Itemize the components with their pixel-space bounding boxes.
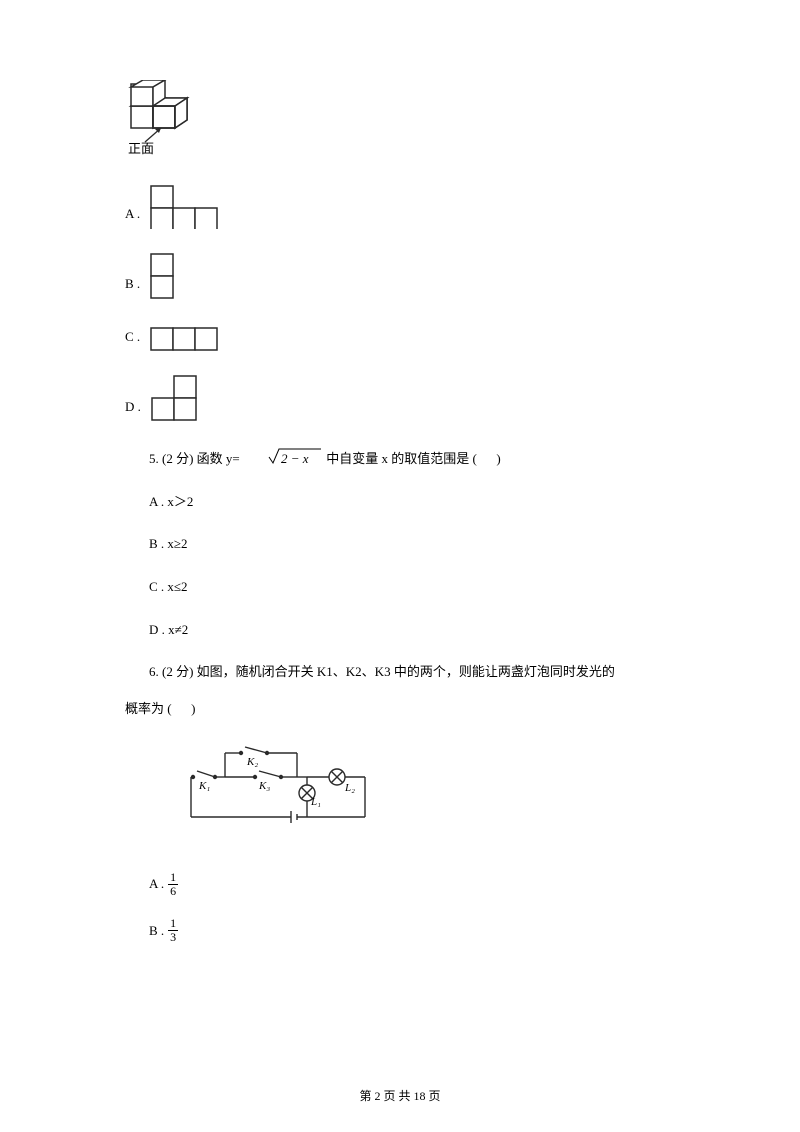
q5-option-a: A . x＞2 bbox=[125, 488, 675, 517]
q5-after: 中自变量 x 的取值范围是 ( ) bbox=[323, 451, 501, 466]
q4-option-d-shape bbox=[151, 375, 201, 421]
q5-option-c: C . x≤2 bbox=[125, 573, 675, 602]
q6-b-num: 1 bbox=[168, 917, 178, 931]
q5-option-b: B . x≥2 bbox=[125, 530, 675, 559]
q4-option-a-label: A . bbox=[125, 200, 140, 229]
q4-option-b-label: B . bbox=[125, 270, 140, 299]
q4-option-b-shape bbox=[150, 253, 176, 299]
q6-b-fraction: 1 3 bbox=[168, 917, 178, 944]
q6-line1: 6. (2 分) 如图，随机闭合开关 K1、K2、K3 中的两个，则能让两盏灯泡… bbox=[125, 658, 675, 687]
cubes-front-label: 正面 bbox=[128, 141, 154, 156]
q4-option-c-shape bbox=[150, 327, 220, 351]
q6-line2: 概率为 ( ) bbox=[125, 695, 675, 724]
circuit-k1-label: K₁ bbox=[198, 780, 210, 792]
q4-option-d-label: D . bbox=[125, 393, 141, 422]
q6-b-label: B . bbox=[125, 917, 164, 946]
q6-a-label: A . bbox=[125, 870, 164, 899]
q5-option-d: D . x≠2 bbox=[125, 616, 675, 645]
q6-option-a: A . 1 6 bbox=[125, 870, 675, 899]
q6-b-den: 3 bbox=[168, 931, 178, 944]
cubes-3d-figure: 正面 bbox=[125, 80, 675, 167]
q4-option-c-label: C . bbox=[125, 323, 140, 352]
circuit-k3-label: K₃ bbox=[258, 780, 270, 792]
q5-sqrt: 2 − x bbox=[243, 445, 323, 474]
q4-option-a-shape bbox=[150, 185, 222, 229]
circuit-k2-label: K₂ bbox=[246, 756, 258, 768]
circuit-l2-label: L₂ bbox=[344, 782, 355, 794]
svg-text:2 − x: 2 − x bbox=[281, 451, 309, 466]
q6-a-num: 1 bbox=[168, 871, 178, 885]
circuit-figure: K₁ K₂ K₃ L₁ L₂ bbox=[185, 743, 675, 846]
q5-text: 5. (2 分) 函数 y= 2 − x 中自变量 x 的取值范围是 ( ) bbox=[125, 445, 675, 474]
circuit-l1-label: L₁ bbox=[310, 796, 321, 808]
q6-a-den: 6 bbox=[168, 885, 178, 898]
q6-a-fraction: 1 6 bbox=[168, 871, 178, 898]
q6-option-b: B . 1 3 bbox=[125, 917, 675, 946]
q5-before: 5. (2 分) 函数 y= bbox=[149, 451, 243, 466]
page-footer: 第 2 页 共 18 页 bbox=[0, 1087, 800, 1104]
